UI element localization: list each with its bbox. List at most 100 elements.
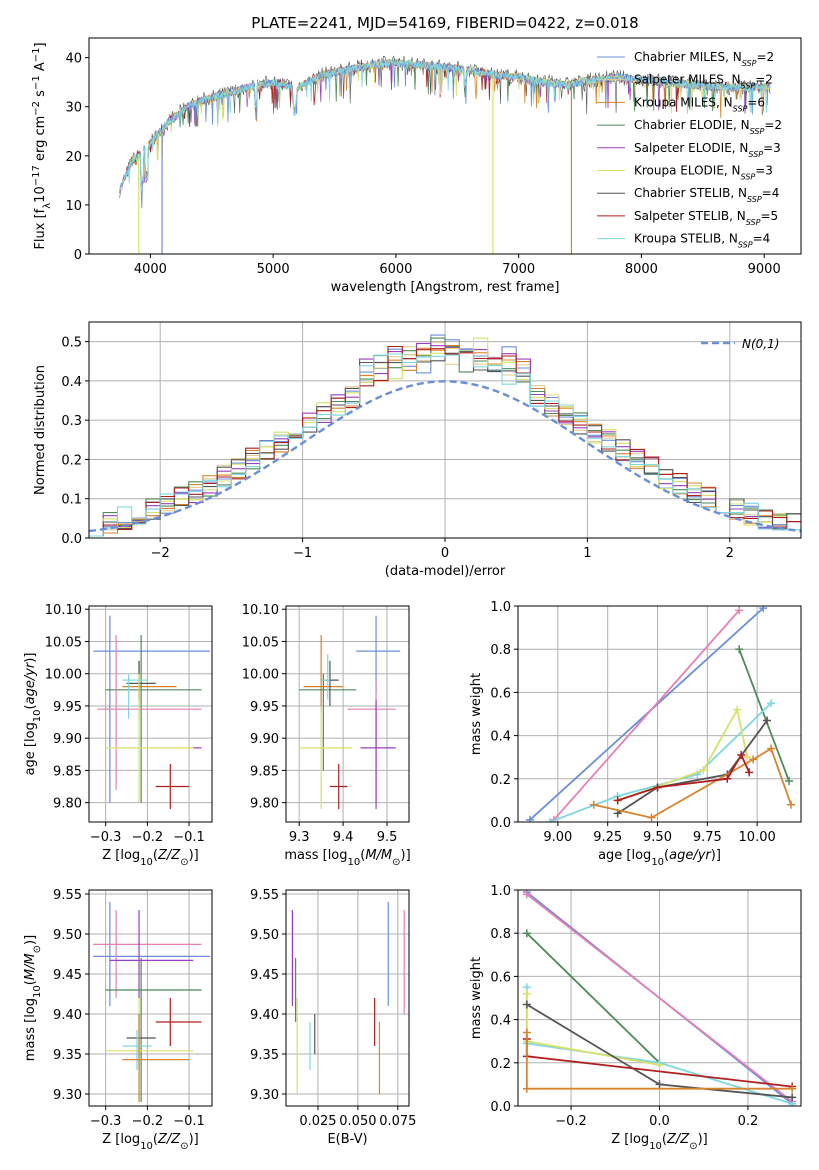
x-axis-label: wavelength [Angstrom, rest frame] bbox=[331, 280, 560, 295]
weight-marker bbox=[785, 776, 794, 785]
y-tick-label: 10.05 bbox=[242, 635, 279, 650]
weight-marker bbox=[613, 796, 622, 805]
histogram-series bbox=[89, 337, 801, 537]
y-tick-label: 0.2 bbox=[490, 1057, 511, 1072]
plot-area bbox=[89, 334, 801, 537]
y-axis-label: mass weight bbox=[469, 673, 484, 755]
plot-area bbox=[522, 890, 797, 1106]
y-tick-label: 9.85 bbox=[250, 764, 279, 779]
grid bbox=[518, 605, 801, 823]
weight-marker bbox=[737, 751, 746, 760]
axes-frame bbox=[88, 37, 802, 255]
panel-weight-vs-age: 9.00 9.25 9.50 9.75 10.00 0.0 0.2 0.4 0.6 0.8 1.0 a… bbox=[469, 600, 802, 868]
x-tick-label: 5000 bbox=[257, 262, 290, 277]
y-tick-label: 9.90 bbox=[250, 732, 279, 747]
x-tick-label: −0.3 bbox=[90, 830, 122, 845]
y-tick-label: 0.1 bbox=[61, 493, 82, 508]
y-tick-label: 9.40 bbox=[53, 1008, 82, 1023]
y-tick-label: 0.8 bbox=[490, 643, 511, 658]
weight-series bbox=[613, 751, 754, 805]
x-tick-label: 6000 bbox=[379, 262, 412, 277]
axes-frame bbox=[88, 889, 213, 1107]
axes: −0.3 −0.2 −0.1 9.30 9.35 9.40 9.45 9.50 9.55 Z [l… bbox=[23, 888, 213, 1152]
axes: 9.00 9.25 9.50 9.75 10.00 0.0 0.2 0.4 0.6 0.8 1.0 a… bbox=[469, 600, 802, 868]
x-tick-label: −0.2 bbox=[132, 830, 164, 845]
x-tick-label: 9.4 bbox=[333, 830, 354, 845]
x-tick-label: 10.00 bbox=[739, 830, 776, 845]
x-tick-label: 9.5 bbox=[377, 830, 398, 845]
x-tick-label: 9000 bbox=[748, 262, 781, 277]
x-axis-label: Z [log10(Z/Z⊙)] bbox=[102, 1132, 199, 1152]
legend-label: Salpeter ELODIE, NSSP=3 bbox=[634, 141, 781, 159]
errorbar-point bbox=[321, 654, 330, 700]
y-tick-label: 10.00 bbox=[45, 668, 82, 683]
y-tick-label: 9.45 bbox=[53, 968, 82, 983]
weight-marker bbox=[733, 705, 742, 714]
y-tick-label: 9.40 bbox=[250, 1008, 279, 1023]
y-axis-label: Normed distribution bbox=[33, 365, 48, 495]
weight-line bbox=[549, 702, 772, 822]
figure-title: PLATE=2241, MJD=54169, FIBERID=0422, z=0… bbox=[251, 14, 638, 32]
y-tick-label: 0.4 bbox=[490, 730, 511, 745]
x-tick-label: 0.2 bbox=[738, 1114, 759, 1129]
y-tick-label: 10 bbox=[65, 199, 82, 214]
panel-spectrum: 4000 5000 6000 7000 8000 9000 0 10 20 30 40 wavelen… bbox=[31, 37, 802, 295]
y-tick-label: 0.4 bbox=[490, 1014, 511, 1029]
x-tick-label: 0.075 bbox=[379, 1114, 416, 1129]
weight-marker bbox=[653, 783, 662, 792]
y-tick-label: 10.10 bbox=[242, 603, 279, 618]
errorbar-point bbox=[360, 699, 396, 810]
y-tick-label: 30 bbox=[65, 101, 82, 116]
errorbar-point bbox=[347, 680, 396, 803]
x-tick-label: 0.050 bbox=[339, 1114, 376, 1129]
errorbar-point bbox=[122, 1014, 190, 1102]
y-tick-label: 0.4 bbox=[61, 375, 82, 390]
panel-mass-vs-Z: −0.3 −0.2 −0.1 9.30 9.35 9.40 9.45 9.50 9.55 Z [l… bbox=[23, 888, 213, 1152]
y-axis-label: mass weight bbox=[469, 957, 484, 1039]
y-tick-label: 0.6 bbox=[490, 686, 511, 701]
errorbar-point bbox=[329, 763, 348, 810]
x-tick-label: 0.0 bbox=[649, 1114, 670, 1129]
x-tick-label: −1 bbox=[293, 546, 312, 561]
weight-marker bbox=[545, 818, 554, 822]
weight-marker bbox=[745, 768, 754, 777]
panel-weight-vs-Z: −0.2 0.0 0.2 0.0 0.2 0.4 0.6 0.8 1.0 Z [log10(Z/Z… bbox=[469, 884, 802, 1152]
errorbar-point bbox=[155, 763, 190, 810]
y-tick-label: 10.10 bbox=[45, 603, 82, 618]
y-tick-label: 0.5 bbox=[61, 336, 82, 351]
weight-series bbox=[545, 699, 776, 822]
weight-series bbox=[522, 1000, 797, 1102]
weight-marker bbox=[522, 929, 531, 938]
weight-line bbox=[553, 609, 740, 821]
y-tick-label: 0.8 bbox=[490, 927, 511, 942]
plot-area bbox=[93, 902, 210, 1102]
weight-marker bbox=[735, 606, 744, 615]
weight-marker bbox=[522, 1084, 531, 1093]
weight-marker bbox=[735, 645, 744, 654]
y-tick-label: 0.3 bbox=[61, 414, 82, 429]
weight-line bbox=[526, 932, 661, 1064]
legend-label: Kroupa ELODIE, NSSP=3 bbox=[634, 164, 773, 182]
weight-marker bbox=[749, 755, 758, 764]
y-tick-label: 0.6 bbox=[490, 970, 511, 985]
y-tick-label: 1.0 bbox=[490, 600, 511, 615]
x-tick-label: 0.025 bbox=[299, 1114, 336, 1129]
y-tick-label: 9.90 bbox=[53, 732, 82, 747]
weight-series bbox=[735, 645, 794, 785]
y-tick-label: 9.55 bbox=[53, 888, 82, 903]
x-tick-label: −0.1 bbox=[173, 830, 205, 845]
panel-mass-vs-ebv: 0.025 0.050 0.075 9.30 9.35 9.40 9.45 9.50 9.55 E… bbox=[250, 888, 416, 1147]
x-tick-label: −0.2 bbox=[132, 1114, 164, 1129]
panel-age-vs-Z: −0.3 −0.2 −0.1 9.80 9.85 9.90 9.95 10.00 10.05 10… bbox=[23, 603, 213, 868]
legend-label: N(0,1) bbox=[742, 337, 779, 351]
x-tick-label: −0.1 bbox=[173, 1114, 205, 1129]
weight-marker bbox=[522, 1028, 531, 1037]
legend-label: Chabrier ELODIE, NSSP=2 bbox=[634, 118, 782, 136]
y-tick-label: 0.2 bbox=[490, 773, 511, 788]
normal-reference-curve bbox=[89, 380, 801, 533]
y-tick-label: 9.85 bbox=[53, 764, 82, 779]
weight-marker bbox=[723, 774, 732, 783]
grid bbox=[286, 606, 409, 822]
histogram-series bbox=[89, 349, 801, 537]
